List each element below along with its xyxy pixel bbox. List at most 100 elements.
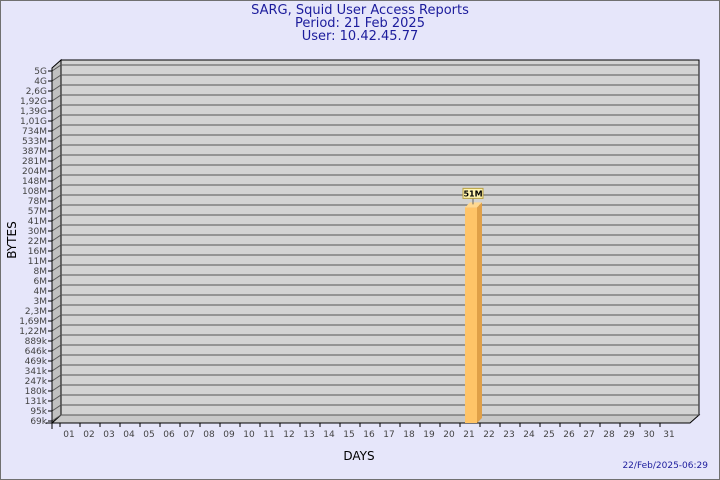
- x-tick-label: 19: [423, 430, 435, 440]
- y-tick-label: 247k: [25, 377, 48, 387]
- x-tick-label: 31: [663, 430, 674, 440]
- y-tick-label: 8M: [34, 267, 48, 277]
- gridline-side: [51, 74, 62, 82]
- y-tick-label: 3M: [34, 297, 48, 307]
- x-tick-label: 30: [643, 430, 655, 440]
- gridline-side: [51, 204, 62, 212]
- x-tick-label: 01: [63, 430, 74, 440]
- y-tick-label: 5G: [34, 67, 47, 77]
- x-tick-label: 28: [603, 430, 615, 440]
- gridline-side: [51, 334, 62, 342]
- gridline-side: [51, 384, 62, 392]
- y-tick-label: 469k: [25, 357, 48, 367]
- chart-title: SARG, Squid User Access Reports: [251, 3, 469, 18]
- y-tick-label: 41M: [28, 217, 47, 227]
- gridline-side: [51, 174, 62, 182]
- gridline-side: [51, 84, 62, 92]
- y-tick-label: 1,69M: [19, 317, 47, 327]
- gridline-side: [51, 134, 62, 142]
- timestamp: 22/Feb/2025-06:29: [622, 461, 708, 471]
- gridline-side: [51, 94, 62, 102]
- y-tick-label: 2,6G: [26, 87, 47, 97]
- y-tick-label: 1,01G: [20, 117, 47, 127]
- y-tick-label: 341k: [25, 367, 48, 377]
- gridline-side: [51, 104, 62, 112]
- y-tick-label: 11M: [28, 257, 47, 267]
- bar-side-day-21: [477, 202, 482, 423]
- gridline-side: [51, 284, 62, 292]
- gridline-side: [51, 184, 62, 192]
- y-tick-label: 204M: [22, 167, 47, 177]
- gridline-side: [51, 64, 62, 72]
- gridline-side: [51, 224, 62, 232]
- y-tick-label: 387M: [22, 147, 47, 157]
- y-tick-label: 1,39G: [20, 107, 47, 117]
- x-axis-label: DAYS: [343, 449, 374, 463]
- x-tick-label: 07: [183, 430, 194, 440]
- y-tick-label: 131k: [25, 397, 48, 407]
- y-tick-label: 180k: [25, 387, 48, 397]
- y-tick-label: 646k: [25, 347, 48, 357]
- data-label: 51M: [463, 189, 482, 198]
- x-tick-label: 05: [143, 430, 154, 440]
- y-tick-label: 6M: [34, 277, 48, 287]
- gridline-side: [51, 124, 62, 132]
- x-tick-label: 02: [83, 430, 94, 440]
- y-tick-label: 1,92G: [20, 97, 47, 107]
- bar-top-day-21: [465, 202, 482, 208]
- x-tick-label: 14: [323, 430, 335, 440]
- y-axis-label: BYTES: [5, 221, 19, 258]
- y-tick-label: 108M: [22, 187, 47, 197]
- gridline-side: [51, 114, 62, 122]
- y-tick-label: 148M: [22, 177, 47, 187]
- x-tick-label: 03: [103, 430, 114, 440]
- x-tick-label: 08: [203, 430, 215, 440]
- y-tick-label: 16M: [28, 247, 47, 257]
- y-tick-label: 281M: [22, 157, 47, 167]
- plot-background: [60, 59, 700, 416]
- y-tick-label: 1,22M: [19, 327, 47, 337]
- x-tick-label: 20: [443, 430, 455, 440]
- data-label-box: [462, 187, 484, 199]
- gridline-side: [51, 294, 62, 302]
- gridline-side: [51, 194, 62, 202]
- y-tick-label: 95k: [30, 407, 47, 417]
- gridline-side: [51, 304, 62, 312]
- y-tick-label: 889k: [25, 337, 48, 347]
- gridline-side: [51, 314, 62, 322]
- gridline-side: [51, 354, 62, 362]
- y-tick-label: 2,3M: [25, 307, 47, 317]
- gridline-side: [51, 414, 62, 422]
- x-tick-label: 22: [483, 430, 494, 440]
- x-tick-label: 29: [623, 430, 635, 440]
- gridline-side: [51, 324, 62, 332]
- x-tick-label: 13: [303, 430, 314, 440]
- x-tick-label: 17: [383, 430, 394, 440]
- x-tick-label: 10: [243, 430, 255, 440]
- gridline-side: [51, 394, 62, 402]
- x-tick-label: 06: [163, 430, 175, 440]
- x-tick-label: 23: [503, 430, 514, 440]
- x-tick-label: 24: [523, 430, 535, 440]
- gridline-side: [51, 344, 62, 352]
- x-tick-label: 09: [223, 430, 235, 440]
- gridline-side: [51, 254, 62, 262]
- x-tick-label: 26: [563, 430, 575, 440]
- gridline-side: [51, 234, 62, 242]
- x-tick-label: 15: [343, 430, 354, 440]
- x-tick-label: 16: [363, 430, 375, 440]
- gridline-side: [51, 404, 62, 412]
- gridline-side: [51, 264, 62, 272]
- y-tick-label: 734M: [22, 127, 47, 137]
- gridline-side: [51, 214, 62, 222]
- y-tick-label: 78M: [28, 197, 47, 207]
- gridline-side: [51, 244, 62, 252]
- y-tick-label: 4G: [34, 77, 47, 87]
- chart-period: Period: 21 Feb 2025: [295, 16, 425, 31]
- y-tick-label: 22M: [28, 237, 47, 247]
- y-tick-label: 57M: [28, 207, 47, 217]
- y-tick-label: 4M: [34, 287, 48, 297]
- x-tick-label: 12: [283, 430, 294, 440]
- x-tick-label: 25: [543, 430, 554, 440]
